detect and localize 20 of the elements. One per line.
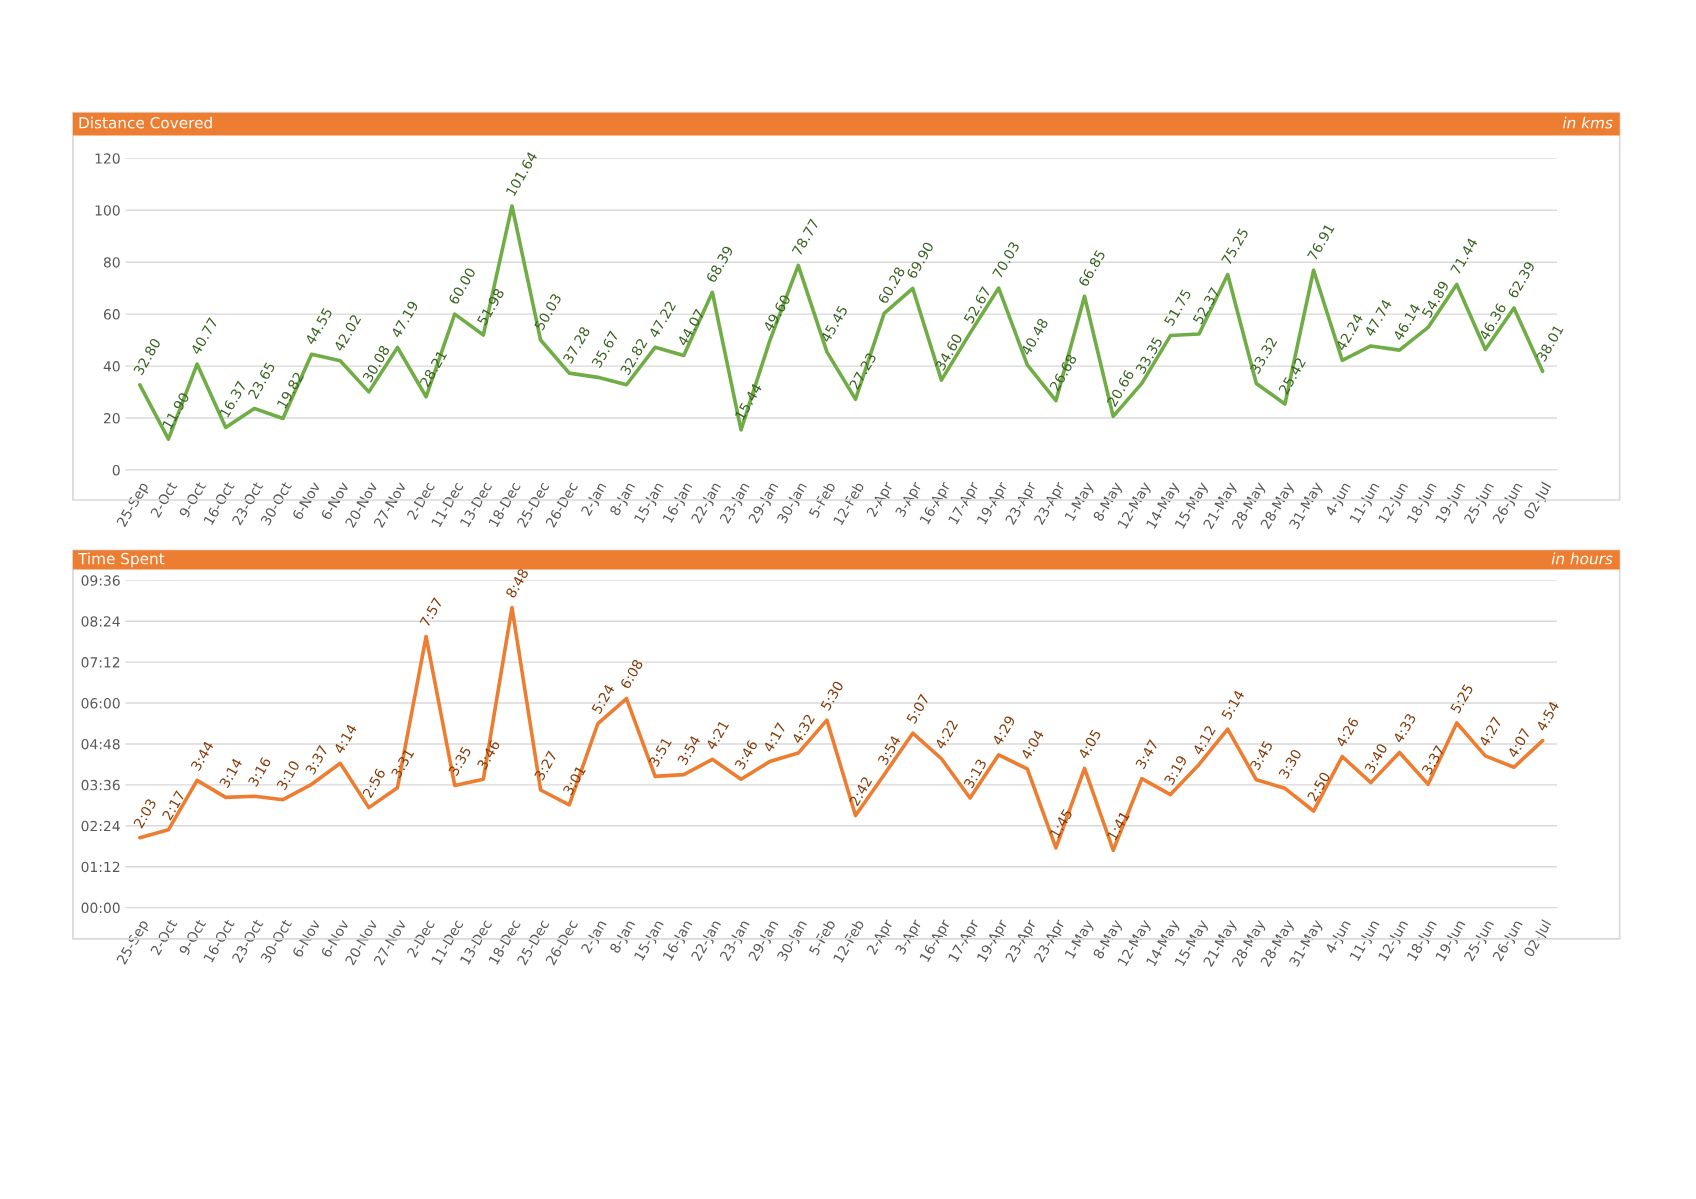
y-tick-label: 100 xyxy=(95,205,120,216)
y-tick-label: 04:48 xyxy=(81,738,120,750)
y-tick-label: 00:00 xyxy=(81,902,120,914)
y-tick-label: 40 xyxy=(103,361,120,372)
y-tick-label: 20 xyxy=(103,413,120,424)
text: in kms xyxy=(1562,116,1613,129)
y-tick-label: 60 xyxy=(103,309,120,320)
y-tick-label: 09:36 xyxy=(81,575,120,586)
y-tick-label: 08:24 xyxy=(81,616,120,627)
y-tick-label: 03:36 xyxy=(81,779,120,791)
chart-title: Time Spent xyxy=(77,552,165,568)
y-tick-label: 80 xyxy=(103,257,120,268)
y-tick-label: 120 xyxy=(95,153,120,164)
chart-subtitle: in hours xyxy=(1551,552,1613,565)
y-tick-label: 02:24 xyxy=(81,820,120,832)
y-tick-label: 0 xyxy=(112,464,120,476)
y-tick-label: 01:12 xyxy=(81,861,120,873)
y-tick-label: 06:00 xyxy=(81,698,120,709)
y-tick-label: 07:12 xyxy=(81,657,120,668)
chart-title: Distance Covered xyxy=(79,116,212,129)
